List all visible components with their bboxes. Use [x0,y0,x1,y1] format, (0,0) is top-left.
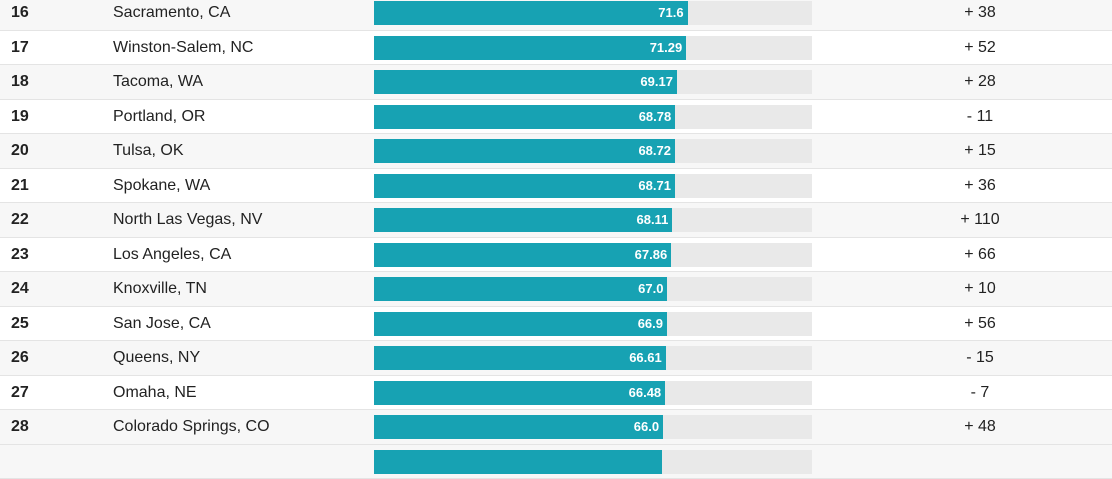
rank-change-cell: + 48 [930,410,1030,444]
score-bar-track: 66.0 [374,415,812,439]
rank-cell: 19 [11,100,29,134]
score-bar: 67.86 [374,243,671,267]
rank-cell: 20 [11,134,29,168]
score-value-label: 68.11 [636,208,668,232]
score-bar-track: 66.61 [374,346,812,370]
table-row: 16 Sacramento, CA 71.6 + 38 [0,0,1112,31]
score-bar: 71.29 [374,36,686,60]
rank-cell: 28 [11,410,29,444]
score-bar: 68.78 [374,105,675,129]
score-value-label: 66.0 [634,415,659,439]
rank-change-cell: + 56 [930,307,1030,341]
rank-cell: 25 [11,307,29,341]
rank-change-cell: + 36 [930,169,1030,203]
score-bar: 68.72 [374,139,675,163]
score-bar-track [374,450,812,474]
rank-cell: 26 [11,341,29,375]
city-cell: Queens, NY [113,341,200,375]
score-value-label: 69.17 [640,70,673,94]
rank-cell: 27 [11,376,29,410]
score-value-label: 66.9 [638,312,663,336]
score-bar-track: 68.72 [374,139,812,163]
table-row: 19 Portland, OR 68.78 - 11 [0,100,1112,135]
score-bar [374,450,662,474]
table-row: 21 Spokane, WA 68.71 + 36 [0,169,1112,204]
rank-change-cell: + 66 [930,238,1030,272]
rank-change-cell: + 110 [930,203,1030,237]
table-row: 25 San Jose, CA 66.9 + 56 [0,307,1112,342]
score-bar-track: 71.29 [374,36,812,60]
score-value-label: 68.72 [638,139,671,163]
score-value-label: 67.0 [638,277,663,301]
city-cell: Omaha, NE [113,376,197,410]
rank-cell: 22 [11,203,29,237]
rank-cell: 18 [11,65,29,99]
score-value-label: 68.71 [638,174,671,198]
score-value-label: 66.48 [629,381,662,405]
score-bar-track: 68.71 [374,174,812,198]
table-row: 27 Omaha, NE 66.48 - 7 [0,376,1112,411]
city-cell: Tacoma, WA [113,65,203,99]
rank-cell: 17 [11,31,29,65]
city-cell: Spokane, WA [113,169,210,203]
score-bar: 71.6 [374,1,688,25]
score-bar: 67.0 [374,277,667,301]
rank-change-cell: - 7 [930,376,1030,410]
city-cell: North Las Vegas, NV [113,203,262,237]
table-row: 26 Queens, NY 66.61 - 15 [0,341,1112,376]
score-value-label: 68.78 [639,105,672,129]
city-cell: Tulsa, OK [113,134,184,168]
score-value-label: 67.86 [635,243,668,267]
city-cell: Los Angeles, CA [113,238,231,272]
score-bar-track: 66.48 [374,381,812,405]
table-row: 20 Tulsa, OK 68.72 + 15 [0,134,1112,169]
rank-change-cell: + 28 [930,65,1030,99]
city-cell: Colorado Springs, CO [113,410,270,444]
score-bar-track: 66.9 [374,312,812,336]
score-bar-track: 68.11 [374,208,812,232]
score-bar: 68.71 [374,174,675,198]
table-row: 22 North Las Vegas, NV 68.11 + 110 [0,203,1112,238]
city-cell: Winston-Salem, NC [113,31,253,65]
score-value-label: 71.29 [650,36,683,60]
score-bar-track: 67.0 [374,277,812,301]
score-bar: 68.11 [374,208,672,232]
score-bar: 66.61 [374,346,666,370]
score-bar-track: 69.17 [374,70,812,94]
table-row: 17 Winston-Salem, NC 71.29 + 52 [0,31,1112,66]
rank-change-cell: + 52 [930,31,1030,65]
score-bar-track: 67.86 [374,243,812,267]
table-row: 18 Tacoma, WA 69.17 + 28 [0,65,1112,100]
table-row: 24 Knoxville, TN 67.0 + 10 [0,272,1112,307]
city-cell: San Jose, CA [113,307,211,341]
score-value-label: 66.61 [629,346,662,370]
rank-cell: 24 [11,272,29,306]
city-cell: Knoxville, TN [113,272,207,306]
rank-cell: 16 [11,0,29,30]
rank-change-cell: - 15 [930,341,1030,375]
city-cell: Portland, OR [113,100,205,134]
table-row: 28 Colorado Springs, CO 66.0 + 48 [0,410,1112,445]
score-value-label: 71.6 [658,1,683,25]
rank-change-cell: + 15 [930,134,1030,168]
score-bar-track: 71.6 [374,1,812,25]
rank-cell: 21 [11,169,29,203]
table-row: 23 Los Angeles, CA 67.86 + 66 [0,238,1112,273]
score-bar: 66.9 [374,312,667,336]
rank-cell: 23 [11,238,29,272]
rank-change-cell: - 11 [930,100,1030,134]
score-bar: 66.0 [374,415,663,439]
city-cell: Sacramento, CA [113,0,230,30]
score-bar: 69.17 [374,70,677,94]
rank-change-cell: + 10 [930,272,1030,306]
score-bar: 66.48 [374,381,665,405]
rank-change-cell: + 38 [930,0,1030,30]
score-bar-track: 68.78 [374,105,812,129]
